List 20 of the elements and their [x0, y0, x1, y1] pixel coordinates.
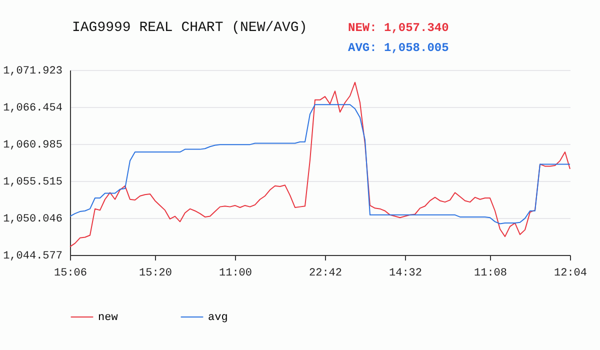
x-tick-label: 12:04 — [554, 268, 588, 280]
x-tick-label: 11:08 — [474, 268, 508, 280]
line-series — [70, 104, 570, 224]
x-tick-label: 15:06 — [54, 268, 88, 280]
line-series — [70, 82, 570, 248]
x-tick-label: 22:42 — [308, 268, 342, 280]
x-tick-label: 14:32 — [388, 268, 422, 280]
y-tick-label: 1,055.515 — [3, 176, 62, 189]
x-tick-label: 15:20 — [138, 268, 172, 280]
text: AVG: 1,058.005 — [348, 41, 449, 55]
y-tick-label: 1,044.577 — [3, 250, 62, 262]
text: NEW: 1,057.340 — [348, 21, 449, 35]
y-tick-label: 1,071.923 — [3, 66, 62, 78]
y-tick-label: 1,050.046 — [3, 214, 62, 226]
chart-title: IAG9999 REAL CHART (NEW/AVG) — [72, 20, 308, 36]
y-tick-label: 1,060.985 — [3, 139, 62, 152]
y-tick-label: 1,066.454 — [3, 102, 63, 114]
legend-label: avg — [208, 312, 228, 324]
legend-label: new — [98, 312, 118, 324]
x-tick-label: 11:00 — [218, 268, 252, 280]
